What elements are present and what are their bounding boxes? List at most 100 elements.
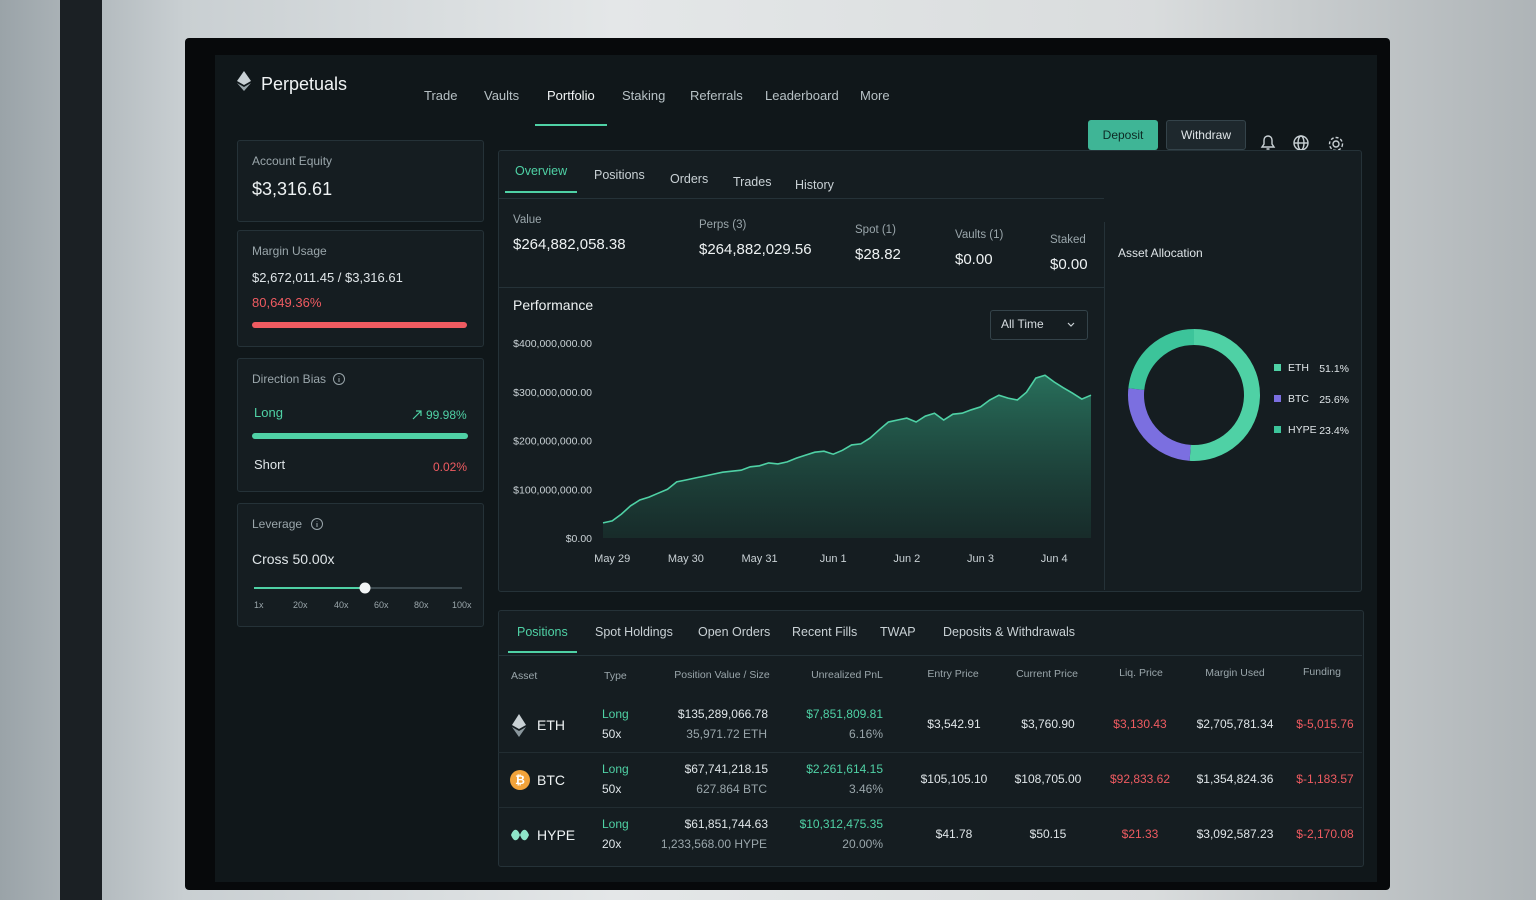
y-tick-label: $400,000,000.00 xyxy=(513,338,592,350)
withdraw-button[interactable]: Withdraw xyxy=(1166,120,1246,150)
overview-tab[interactable]: History xyxy=(795,178,834,192)
column-header: Position Value / Size xyxy=(674,669,770,681)
stats-row xyxy=(498,198,1104,288)
line xyxy=(602,374,1092,524)
y-tick-label: $200,000,000.00 xyxy=(513,436,592,448)
stat-value: $0.00 xyxy=(955,251,993,268)
legend-label: ETH xyxy=(1288,362,1309,374)
x-tick-label: May 30 xyxy=(668,553,704,565)
equity-label: Account Equity xyxy=(252,154,333,168)
positions-tab[interactable]: Spot Holdings xyxy=(595,625,673,639)
asset-icon xyxy=(512,714,526,737)
leverage-mark: 60x xyxy=(374,600,389,610)
x-tick-label: Jun 3 xyxy=(967,553,994,565)
nav-item[interactable]: Staking xyxy=(622,88,666,103)
deposit-button[interactable]: Deposit xyxy=(1088,120,1158,150)
column-header: Liq. Price xyxy=(1119,667,1163,679)
row-divider xyxy=(498,807,1362,808)
stat-value: $0.00 xyxy=(1050,256,1088,273)
column-header: Funding xyxy=(1303,666,1341,678)
short-label: Short xyxy=(254,457,286,472)
margin-value: $2,672,011.45 / $3,316.61 xyxy=(252,270,403,285)
table-cell: 627.864 BTC xyxy=(696,782,767,796)
table-cell: 6.16% xyxy=(848,727,883,741)
nav-item[interactable]: Trade xyxy=(424,88,458,103)
stat-label: Spot (1) xyxy=(855,224,896,236)
positions-tab[interactable]: Positions xyxy=(517,625,568,639)
legend-value: 23.4% xyxy=(1319,425,1349,437)
info-icon[interactable] xyxy=(310,517,324,531)
nav-item[interactable]: Vaults xyxy=(484,88,520,103)
info-icon[interactable] xyxy=(332,372,346,386)
table-cell: $3,760.90 xyxy=(1021,717,1075,731)
allocation-title: Asset Allocation xyxy=(1118,246,1203,260)
table-cell: $2,261,614.15 xyxy=(806,762,883,776)
settings-icon[interactable] xyxy=(1332,140,1340,148)
stat-label: Perps (3) xyxy=(699,219,747,231)
table-cell: BTC xyxy=(537,772,565,788)
legend-label: HYPE xyxy=(1288,424,1317,436)
leverage-slider[interactable] xyxy=(250,580,470,596)
table-cell: $61,851,744.63 xyxy=(684,817,768,831)
donut-segment xyxy=(1128,329,1195,391)
column-header: Entry Price xyxy=(927,668,979,680)
nav-item[interactable]: Referrals xyxy=(690,88,743,103)
table-cell: $41.78 xyxy=(935,827,973,841)
leverage-mark: 40x xyxy=(334,600,349,610)
row-divider xyxy=(498,752,1362,753)
table-cell: 50x xyxy=(602,782,622,796)
stat-label: Vaults (1) xyxy=(955,229,1004,241)
x-tick-label: Jun 1 xyxy=(820,553,847,565)
column-header: Type xyxy=(604,669,627,682)
brand-logo xyxy=(237,71,251,91)
table-cell: $92,833.62 xyxy=(1109,772,1171,786)
table-cell: $108,705.00 xyxy=(1014,772,1082,786)
table-cell: $10,312,475.35 xyxy=(799,817,883,831)
table-cell: $21.33 xyxy=(1121,827,1159,841)
margin-label: Margin Usage xyxy=(252,244,327,258)
direction-label: Direction Bias xyxy=(252,372,327,386)
table-cell: $50.15 xyxy=(1029,827,1067,841)
legend-label: BTC xyxy=(1288,393,1309,405)
positions-tab[interactable]: Deposits & Withdrawals xyxy=(943,625,1075,639)
direction-card xyxy=(237,358,484,492)
x-tick-label: Jun 4 xyxy=(1041,553,1068,565)
divider xyxy=(1104,222,1105,590)
table-cell: $105,105.10 xyxy=(920,772,988,786)
tab-underline xyxy=(508,651,577,653)
positions-tab[interactable]: Open Orders xyxy=(698,625,771,639)
positions-tab[interactable]: Recent Fills xyxy=(792,625,858,639)
table-cell: 50x xyxy=(602,727,622,741)
overview-tab[interactable]: Trades xyxy=(733,175,772,189)
bell-icon[interactable] xyxy=(1260,135,1276,150)
y-tick-label: $100,000,000.00 xyxy=(513,484,592,496)
overview-tab[interactable]: Overview xyxy=(515,164,568,178)
nav-item[interactable]: More xyxy=(860,88,890,103)
background-pillar xyxy=(60,0,102,900)
leverage-mark: 1x xyxy=(254,600,264,610)
legend-value: 25.6% xyxy=(1319,394,1349,406)
nav-item[interactable]: Leaderboard xyxy=(765,88,839,103)
x-tick-label: May 29 xyxy=(594,553,630,565)
table-cell: HYPE xyxy=(537,827,576,843)
chart-title: Performance xyxy=(513,297,594,313)
margin-percent: 80,649.36% xyxy=(252,295,322,310)
legend-swatch xyxy=(1274,395,1281,402)
table-cell: $67,741,218.15 xyxy=(684,762,768,776)
table-cell: 3.46% xyxy=(848,782,883,796)
x-tick-label: Jun 2 xyxy=(893,553,920,565)
table-cell: $7,851,809.81 xyxy=(806,707,883,721)
up-arrow-icon xyxy=(412,410,422,420)
positions-tab[interactable]: TWAP xyxy=(880,625,916,639)
area xyxy=(603,375,1091,538)
leverage-card xyxy=(237,503,484,627)
nav-underline xyxy=(535,124,607,126)
chevron-icon xyxy=(1067,322,1075,327)
overview-tab[interactable]: Positions xyxy=(594,168,645,182)
table-cell: Long xyxy=(602,817,629,831)
overview-tab[interactable]: Orders xyxy=(670,172,709,186)
leverage-mark: 20x xyxy=(293,600,308,610)
nav-item[interactable]: Portfolio xyxy=(547,88,595,103)
table-cell: $-2,170.08 xyxy=(1296,827,1354,841)
